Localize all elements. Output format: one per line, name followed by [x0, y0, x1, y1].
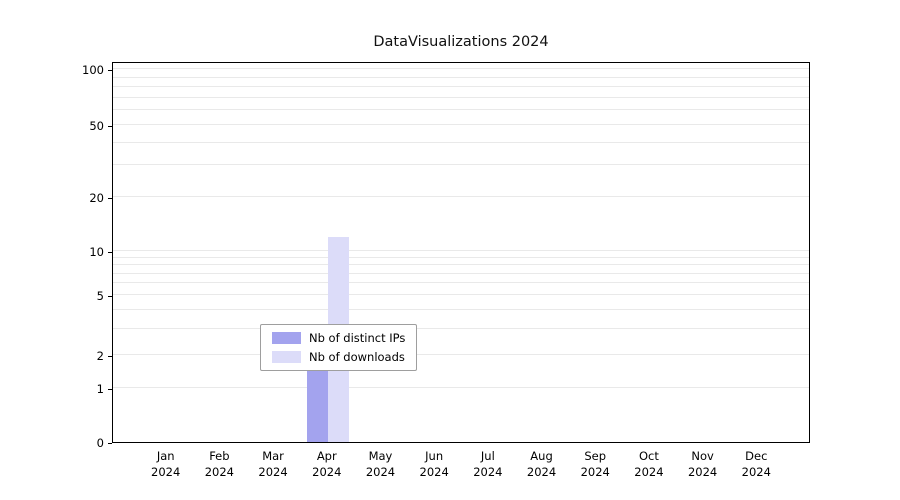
x-tick-label: Jul 2024	[473, 449, 503, 479]
bar-distinct-ips	[306, 355, 328, 442]
x-tick-label: Feb 2024	[204, 449, 235, 479]
gridline	[113, 327, 809, 329]
x-tick-label: Jan 2024	[151, 449, 181, 479]
x-tick-label: Sep 2024	[580, 449, 610, 479]
gridline	[113, 308, 809, 310]
legend: Nb of distinct IPs Nb of downloads	[260, 324, 418, 371]
plot-area	[112, 62, 810, 443]
y-tick-label: 2	[96, 349, 104, 364]
y-tick-label: 5	[96, 288, 104, 303]
x-tick-label: Oct 2024	[634, 449, 664, 479]
legend-label-downloads: Nb of downloads	[309, 350, 405, 364]
gridline	[113, 68, 809, 70]
y-tick-mark	[108, 252, 112, 254]
legend-swatch-distinct-ips	[272, 332, 301, 344]
y-tick-mark	[108, 388, 112, 390]
gridline	[113, 86, 809, 88]
y-tick-label: 10	[89, 245, 104, 260]
gridline	[113, 76, 809, 78]
y-tick-mark	[108, 126, 112, 127]
chart-title: DataVisualizations 2024	[373, 34, 549, 50]
gridline	[113, 141, 809, 143]
x-tick-label: Jun 2024	[419, 449, 449, 479]
gridline	[113, 264, 809, 266]
legend-item: Nb of distinct IPs	[272, 331, 405, 345]
gridline	[113, 256, 809, 258]
y-tick-mark	[108, 198, 112, 200]
x-tick-label: May 2024	[365, 449, 396, 479]
x-tick-label: Aug 2024	[526, 449, 557, 479]
gridline	[113, 293, 809, 295]
gridline	[113, 250, 809, 252]
x-tick-label: Dec 2024	[741, 449, 771, 479]
legend-swatch-downloads	[272, 351, 301, 363]
gridline	[113, 272, 809, 274]
y-tick-label: 100	[82, 63, 104, 77]
y-tick-mark	[108, 295, 112, 297]
gridline	[113, 196, 809, 198]
gridline	[113, 96, 809, 98]
gridline	[113, 354, 809, 356]
x-tick-label: Apr 2024	[312, 449, 342, 479]
gridline	[113, 164, 809, 166]
y-tick-label: 0	[96, 436, 104, 450]
y-tick-mark	[108, 70, 112, 71]
gridline	[113, 109, 809, 111]
y-tick-label: 20	[89, 191, 104, 206]
x-tick-label: Mar 2024	[258, 449, 288, 479]
x-tick-label: Nov 2024	[687, 449, 718, 479]
legend-label-distinct-ips: Nb of distinct IPs	[309, 331, 406, 345]
y-tick-mark	[108, 443, 112, 444]
gridline	[113, 124, 809, 126]
legend-item: Nb of downloads	[272, 350, 405, 364]
gridline	[113, 282, 809, 284]
y-tick-label: 1	[96, 381, 104, 396]
y-tick-mark	[108, 356, 112, 358]
gridline	[113, 386, 809, 388]
y-tick-label: 50	[89, 119, 104, 133]
